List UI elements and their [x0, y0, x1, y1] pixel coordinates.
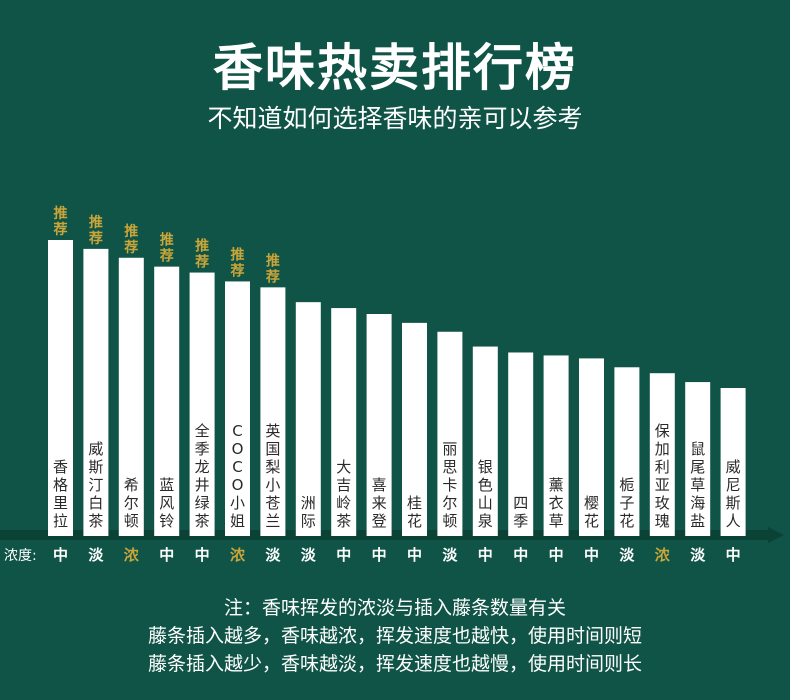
concentration-value: 中 — [478, 546, 493, 564]
bar-label: 大吉岭茶 — [336, 458, 351, 530]
bar — [189, 272, 215, 536]
note-line-1: 注：香味挥发的浓淡与插入藤条数量有关 — [223, 597, 566, 619]
recommend-badge: 推荐 — [89, 214, 103, 247]
bar — [437, 331, 463, 536]
bar — [118, 257, 144, 536]
concentration-value: 中 — [53, 546, 68, 564]
bar-label: 蓝风铃 — [159, 476, 174, 530]
bar-label: 希尔顿 — [124, 476, 139, 530]
notes: 注：香味挥发的浓淡与插入藤条数量有关 藤条插入越多，香味越浓，挥发速度也越快，使… — [0, 594, 790, 678]
bar-label: 栀子花 — [619, 476, 634, 530]
bar — [154, 266, 180, 536]
bar-label: 樱花 — [584, 494, 599, 530]
page-title: 香味热卖排行榜 — [213, 38, 577, 97]
concentration-value: 淡 — [265, 546, 281, 564]
axis-arrow — [768, 527, 784, 543]
recommend-badge: 推荐 — [160, 232, 174, 265]
bar — [225, 281, 250, 536]
concentration-value: 浓 — [230, 546, 246, 564]
bar-label: 银色山泉 — [478, 458, 493, 530]
bar-label: 桂花 — [407, 494, 422, 530]
concentration-value: 中 — [513, 546, 528, 564]
concentration-value: 淡 — [301, 546, 317, 564]
bar-label: C O C O 小姐 — [230, 422, 245, 530]
recommend-badge: 推荐 — [266, 252, 280, 285]
bar — [720, 388, 746, 536]
bar-label: 洲际 — [301, 494, 316, 530]
bar — [83, 248, 109, 536]
ranking-bar-chart: 浓度: 香格里拉 推荐中 威斯汀白茶 推荐淡 希尔顿 推荐浓 蓝风铃 推荐中 全季龙井绿茶 推荐中 C… — [0, 205, 784, 564]
concentration-axis-label: 浓度: — [4, 548, 37, 564]
bar-label: 丽思卡尔顿 — [442, 440, 457, 530]
concentration-value: 中 — [726, 546, 741, 564]
bar-label: 威尼斯人 — [726, 458, 741, 530]
bar-label: 香格里拉 — [53, 458, 68, 530]
bar — [649, 373, 675, 536]
concentration-value: 中 — [549, 546, 564, 564]
page-subtitle: 不知道如何选择香味的亲可以参考 — [207, 104, 583, 133]
bar — [366, 314, 392, 536]
concentration-value: 淡 — [88, 546, 104, 564]
concentration-value: 中 — [584, 546, 599, 564]
concentration-value: 淡 — [619, 546, 635, 564]
bar — [508, 352, 534, 536]
bar — [472, 346, 498, 536]
recommend-badge: 推荐 — [54, 205, 68, 238]
bar-label: 四季 — [513, 494, 528, 530]
concentration-value: 浓 — [124, 546, 140, 564]
concentration-value: 淡 — [442, 546, 458, 564]
bar-label: 薰衣草 — [549, 476, 564, 530]
bar-label: 保加利亚玫瑰 — [655, 422, 670, 530]
concentration-value: 中 — [195, 546, 210, 564]
bar-label: 英国梨小苍兰 — [265, 422, 280, 530]
concentration-value: 中 — [159, 546, 174, 564]
concentration-value: 淡 — [690, 546, 706, 564]
bar — [48, 240, 73, 536]
bar-label: 喜来登 — [372, 476, 387, 530]
note-line-2: 藤条插入越多，香味越浓，挥发速度也越快，使用时间则短 — [147, 625, 642, 647]
recommend-badge: 推荐 — [195, 238, 209, 271]
concentration-value: 中 — [336, 546, 351, 564]
bar — [295, 302, 321, 536]
bar — [685, 382, 711, 536]
bar — [614, 367, 640, 536]
bar-label: 全季龙井绿茶 — [195, 422, 210, 530]
bar-label: 威斯汀白茶 — [88, 440, 103, 530]
recommend-badge: 推荐 — [231, 246, 245, 279]
recommend-badge: 推荐 — [124, 223, 138, 256]
note-line-3: 藤条插入越少，香味越淡，挥发速度也越慢，使用时间则长 — [147, 653, 642, 675]
concentration-value: 中 — [407, 546, 422, 564]
bar — [260, 287, 286, 536]
bar-label: 鼠尾草海盐 — [690, 440, 705, 530]
bar — [579, 358, 604, 536]
concentration-value: 浓 — [655, 546, 671, 564]
bar — [331, 308, 357, 536]
bar — [543, 355, 569, 536]
concentration-value: 中 — [372, 546, 387, 564]
bar — [402, 322, 427, 536]
